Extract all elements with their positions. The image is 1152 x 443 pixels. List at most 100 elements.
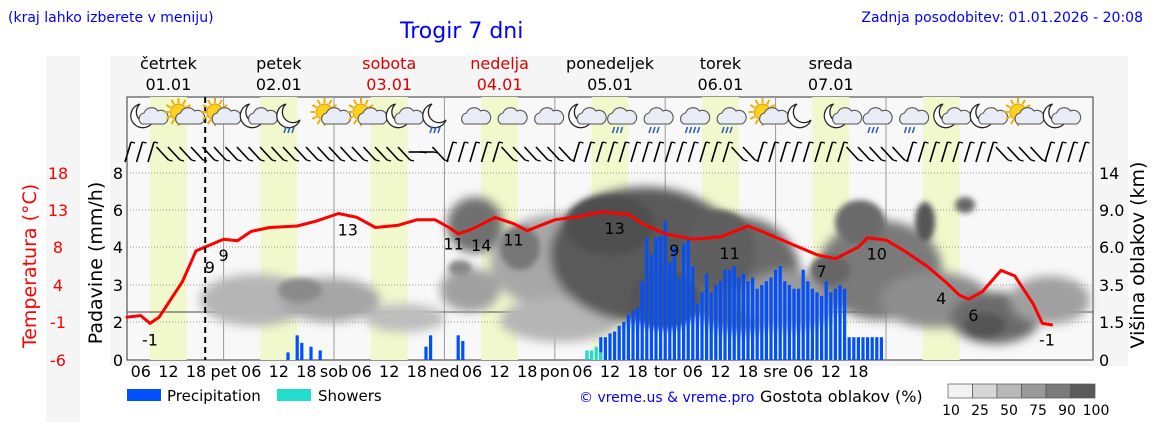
wind-barb xyxy=(779,141,791,163)
wind-barb xyxy=(546,146,564,162)
wind-barb-shaft xyxy=(535,146,549,161)
cloud-icon xyxy=(899,107,930,125)
precip-bar xyxy=(838,285,842,360)
rain-drop xyxy=(729,126,733,134)
precip-tick: 8 xyxy=(113,164,123,183)
cloud-density-tick: 90 xyxy=(1058,403,1076,419)
wind-barb-flag xyxy=(947,141,952,144)
precip-bar xyxy=(820,296,824,360)
rain-drop xyxy=(867,126,871,134)
wind-barb-flag xyxy=(774,141,780,144)
wind-barb-flag xyxy=(214,159,219,162)
precip-bar xyxy=(875,337,879,360)
precip-bar xyxy=(613,331,617,360)
temp-label: 4 xyxy=(936,289,946,308)
cloud-density-tick: 50 xyxy=(1000,403,1018,419)
precip-bar xyxy=(879,337,883,360)
wind-barb-flag xyxy=(142,141,147,144)
shower-bar xyxy=(594,346,598,360)
cloud-density-swatch xyxy=(1021,383,1047,399)
sun-ray xyxy=(207,99,212,105)
wind-barb xyxy=(880,146,898,162)
wind-barb xyxy=(446,141,458,163)
precip-bar xyxy=(787,285,791,360)
wind-barb xyxy=(305,146,323,162)
wind-barb-flag xyxy=(260,159,265,162)
wind-barb-flag xyxy=(168,159,173,162)
weather-icon xyxy=(1004,98,1045,126)
wind-barb-shaft xyxy=(236,146,250,161)
sun-ray xyxy=(749,115,756,120)
wind-barb xyxy=(618,141,630,163)
wind-barb-shaft xyxy=(270,146,285,161)
wind-barb-flag xyxy=(958,141,964,144)
wind-barb-flag xyxy=(881,159,886,162)
hour-label: 12 xyxy=(821,362,841,381)
hour-label: 18 xyxy=(848,362,868,381)
wind-barb-shaft xyxy=(247,146,262,161)
wind-barb-flag xyxy=(648,141,653,144)
sun-ray xyxy=(185,104,192,109)
wind-barb-shaft xyxy=(480,141,489,163)
precip-bar xyxy=(806,281,810,360)
wind-barb-shaft xyxy=(374,146,388,161)
wind-barb-flag xyxy=(820,141,826,144)
wind-barb-flag xyxy=(329,159,334,162)
left-axis-strip xyxy=(46,56,80,422)
wind-barb-flag xyxy=(981,141,987,144)
precip-bar xyxy=(617,325,621,360)
precip-bar xyxy=(741,273,745,360)
wind-barb-flag xyxy=(705,141,711,144)
wind-barbs-row xyxy=(124,141,1090,163)
wind-barb-shaft xyxy=(457,141,466,163)
wind-barb xyxy=(155,146,173,162)
wind-barb xyxy=(802,141,814,163)
wind-barb xyxy=(857,146,875,162)
rain-drop xyxy=(688,126,693,134)
wind-barb-flag xyxy=(858,159,863,162)
hour-label: 06 xyxy=(462,362,482,381)
wind-barb xyxy=(362,146,380,162)
wind-barb-shaft xyxy=(328,146,342,161)
wind-barb-flag xyxy=(579,141,584,144)
sun-ray xyxy=(749,104,756,109)
temp-label: 11 xyxy=(503,231,523,250)
wind-barb-shaft xyxy=(124,141,132,163)
rain-drop xyxy=(429,126,433,134)
precip-bar xyxy=(705,273,709,360)
wind-barb-shaft xyxy=(857,146,871,161)
temp-tick: 18 xyxy=(48,164,68,183)
sun-ray xyxy=(754,99,759,105)
weather-icon xyxy=(823,103,863,129)
wind-barb-shaft xyxy=(986,141,995,163)
precip-bar xyxy=(286,352,290,360)
sun-ray xyxy=(331,104,338,109)
wind-barb-shaft xyxy=(868,146,883,161)
rain-drop xyxy=(656,126,660,134)
precip-bar xyxy=(870,337,874,360)
wind-barb-shaft xyxy=(837,141,845,163)
temp-label: 14 xyxy=(471,236,491,255)
weather-icon xyxy=(310,98,352,126)
temp-tick: -1 xyxy=(50,313,66,332)
weather-icon xyxy=(716,107,747,134)
hour-label: 18 xyxy=(627,362,647,381)
wind-barb-shaft xyxy=(742,146,756,161)
rain-drop xyxy=(433,126,437,134)
wind-barb xyxy=(630,141,642,163)
hour-label: 06 xyxy=(683,362,703,381)
sun-ray xyxy=(348,104,354,109)
wind-barb-flag xyxy=(248,159,254,162)
precip-bar xyxy=(810,288,814,360)
rain-drop xyxy=(907,126,912,134)
wind-barb xyxy=(247,146,265,162)
day-name: četrtek xyxy=(140,54,198,73)
precip-tick: 3 xyxy=(113,276,123,295)
day-abbr-label: sre xyxy=(763,362,787,381)
wind-barb xyxy=(500,146,518,162)
wind-barb-flag xyxy=(1030,159,1036,162)
wind-barb xyxy=(710,141,722,163)
wind-barb-shaft xyxy=(147,141,155,163)
